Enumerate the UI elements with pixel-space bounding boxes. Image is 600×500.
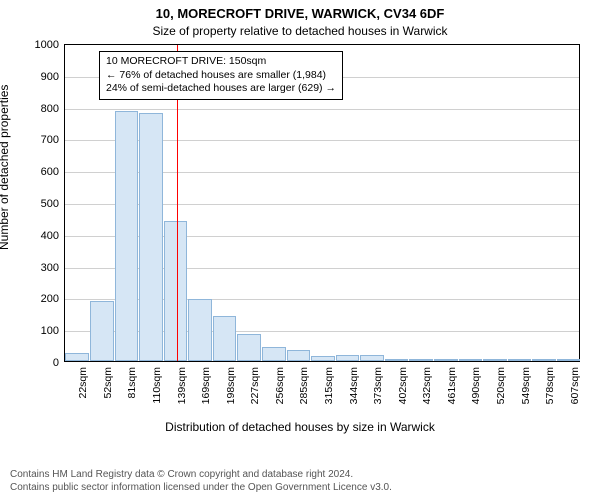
annotation-line: 24% of semi-detached houses are larger (…	[106, 82, 336, 96]
x-tick-label: 198sqm	[225, 367, 237, 404]
y-tick-label: 600	[41, 166, 59, 178]
bar	[65, 353, 89, 361]
bar	[532, 359, 556, 361]
annotation-line: ← 76% of detached houses are smaller (1,…	[106, 69, 336, 83]
x-tick-label: 520sqm	[495, 367, 507, 404]
bar	[213, 316, 237, 361]
x-tick-label: 139sqm	[176, 367, 188, 404]
annotation-box: 10 MORECROFT DRIVE: 150sqm← 76% of detac…	[99, 51, 343, 100]
bar	[188, 299, 212, 361]
y-tick-label: 900	[41, 71, 59, 83]
y-tick-label: 500	[41, 198, 59, 210]
x-ticks: 22sqm 52sqm 81sqm 110sqm 139sqm 169sqm 198sqm 2…	[65, 361, 579, 421]
bar	[115, 111, 139, 361]
y-tick-label: 800	[41, 103, 59, 115]
chart-subtitle: Size of property relative to detached ho…	[0, 24, 600, 38]
x-tick-label: 578sqm	[544, 367, 556, 404]
x-tick-label: 110sqm	[151, 367, 163, 404]
bar	[287, 350, 311, 361]
bar	[90, 301, 114, 361]
x-tick-label: 490sqm	[470, 367, 482, 404]
x-tick-label: 344sqm	[348, 367, 360, 404]
x-tick-label: 22sqm	[77, 367, 89, 399]
x-tick-label: 549sqm	[520, 367, 532, 404]
x-tick-label: 461sqm	[446, 367, 458, 404]
x-tick-label: 373sqm	[372, 367, 384, 404]
x-tick-label: 256sqm	[274, 367, 286, 404]
y-tick-label: 200	[41, 293, 59, 305]
bar	[164, 221, 188, 361]
bar	[508, 359, 532, 361]
x-tick-label: 169sqm	[200, 367, 212, 404]
figure: 10, MORECROFT DRIVE, WARWICK, CV34 6DF S…	[0, 0, 600, 500]
bar	[459, 359, 483, 361]
x-tick-label: 81sqm	[126, 367, 138, 399]
y-tick-label: 0	[53, 357, 59, 369]
y-tick-label: 300	[41, 262, 59, 274]
x-tick-label: 227sqm	[249, 367, 261, 404]
y-tick-label: 700	[41, 134, 59, 146]
bar	[385, 359, 409, 361]
bar	[262, 347, 286, 361]
chart-title: 10, MORECROFT DRIVE, WARWICK, CV34 6DF	[0, 6, 600, 21]
x-tick-label: 315sqm	[323, 367, 335, 404]
gridline	[65, 109, 579, 110]
x-tick-label: 285sqm	[298, 367, 310, 404]
x-tick-label: 432sqm	[421, 367, 433, 404]
x-axis-label: Distribution of detached houses by size …	[0, 420, 600, 434]
bar	[360, 355, 384, 361]
y-tick-label: 1000	[35, 39, 59, 51]
bar	[311, 356, 335, 361]
bar	[434, 359, 458, 361]
bar	[336, 355, 360, 361]
bar	[557, 359, 581, 361]
plot-area: 22sqm52sqm81sqm110sqm139sqm169sqm198sqm2…	[64, 44, 580, 362]
x-tick-label: 52sqm	[102, 367, 114, 399]
bar	[409, 359, 433, 361]
y-tick-label: 100	[41, 325, 59, 337]
footer-line-2: Contains public sector information licen…	[10, 481, 392, 494]
bar	[139, 113, 163, 361]
footer: Contains HM Land Registry data © Crown c…	[10, 468, 392, 494]
x-tick-label: 607sqm	[569, 367, 581, 404]
bar	[483, 359, 507, 361]
bar	[237, 334, 261, 361]
x-tick-label: 402sqm	[397, 367, 409, 404]
y-tick-label: 400	[41, 230, 59, 242]
footer-line-1: Contains HM Land Registry data © Crown c…	[10, 468, 392, 481]
annotation-line: 10 MORECROFT DRIVE: 150sqm	[106, 55, 336, 69]
y-axis-label: Number of detached properties	[0, 85, 11, 250]
